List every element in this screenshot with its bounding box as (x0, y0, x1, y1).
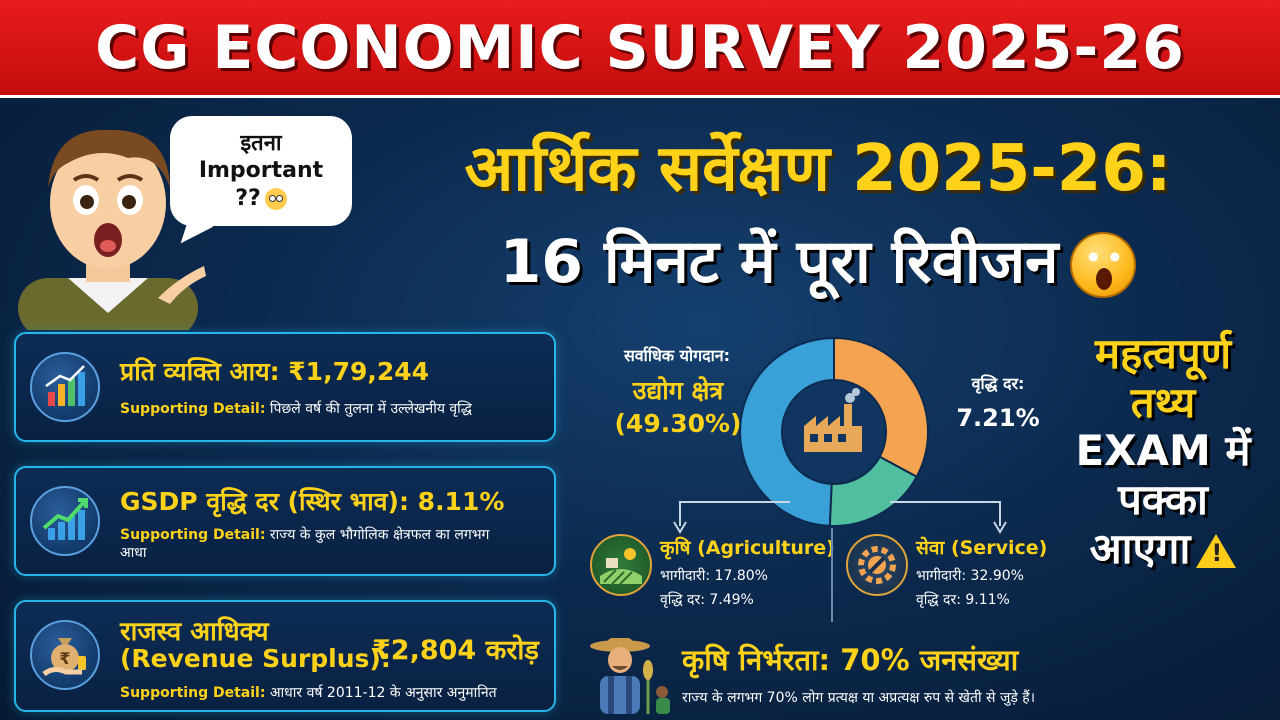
card-title-line2: (Revenue Surplus): (120, 644, 391, 673)
sector-agriculture: कृषि (Agriculture) भागीदारी: 17.80% वृद्… (590, 534, 835, 624)
farm-icon (590, 534, 652, 596)
headline-sub: 16 मिनट में पूरा रिवीजन (499, 227, 1059, 297)
connector-arrows (673, 501, 1007, 534)
callout-line-1: महत्वपूर्ण (1094, 329, 1232, 378)
donut-chart (739, 336, 929, 527)
title-banner: CG ECONOMIC SURVEY 2025-26 (0, 0, 1280, 98)
speech-line-3: ?? (235, 185, 261, 211)
card-amount: ₹2,804 करोड़ (372, 635, 539, 666)
donut-chart-container (736, 334, 932, 530)
callout-line-2: तथ्य (1130, 377, 1196, 427)
page-title: CG ECONOMIC SURVEY 2025-26 (95, 12, 1185, 83)
screaming-face-icon (1070, 232, 1137, 299)
industry-percent: (49.30%) (614, 409, 742, 438)
factory-icon (804, 388, 862, 452)
sector-share: भागीदारी: 17.80% (660, 568, 768, 584)
headline-sub-wrap: 16 मिनट में पूरा रिवीजन (408, 218, 1228, 300)
sector-share: भागीदारी: 32.90% (916, 568, 1024, 584)
flushed-face-icon (264, 187, 287, 210)
sector-service: सेवा (Service) भागीदारी: 32.90% वृद्धि द… (846, 534, 1056, 624)
growth-chart-icon (30, 486, 100, 556)
speech-line-3-wrap: ?? (235, 185, 287, 213)
sector-growth: वृद्धि दर: 7.49% (660, 592, 754, 608)
detail-label: Supporting Detail: (120, 527, 266, 543)
detail-text: राज्य के कुल भौगोलिक क्षेत्रफल का लगभग आ… (120, 527, 490, 562)
card-title: प्रति व्यक्ति आय: ₹1,79,244 (120, 357, 430, 386)
bar-chart-icon (30, 352, 100, 422)
farmer-icon (590, 638, 670, 714)
sector-title: सेवा (Service) (916, 537, 1048, 559)
donut-slice-0 (739, 336, 835, 527)
card-gsdp-growth: GSDP वृद्धि दर (स्थिर भाव): 8.11% Suppor… (14, 466, 556, 576)
svg-text:₹: ₹ (59, 649, 70, 668)
headline-main: आर्थिक सर्वेक्षण 2025-26: (464, 132, 1172, 206)
card-title-line1: राजस्व आधिक्य (120, 617, 269, 647)
dependence-detail: राज्य के लगभग 70% लोग प्रत्यक्ष या अप्रत… (682, 690, 1036, 706)
card-detail: Supporting Detail: आधार वर्ष 2011-12 के … (120, 684, 497, 702)
sector-title: कृषि (Agriculture) (660, 537, 835, 559)
detail-text: आधार वर्ष 2011-12 के अनुसार अनुमानित (269, 685, 497, 701)
warning-icon (1196, 534, 1237, 569)
speech-line-2: Important (198, 158, 324, 184)
detail-text: पिछले वर्ष की तुलना में उल्लेखनीय वृद्धि (269, 401, 472, 417)
card-detail: Supporting Detail: पिछले वर्ष की तुलना म… (120, 400, 472, 418)
dependence-title: कृषि निर्भरता: 70% जनसंख्या (682, 643, 1019, 677)
card-per-capita-income: प्रति व्यक्ति आय: ₹1,79,244 Supporting D… (14, 332, 556, 442)
chart-top-label: सर्वाधिक योगदान: (623, 346, 731, 365)
chart-growth-value: 7.21% (956, 404, 1040, 432)
callout-line-4: पक्का (1118, 475, 1208, 525)
sector-divider (831, 528, 833, 622)
chart-growth-label: वृद्धि दर: (971, 374, 1025, 393)
card-detail: Supporting Detail: राज्य के कुल भौगोलिक … (120, 526, 510, 562)
detail-label: Supporting Detail: (120, 685, 266, 701)
speech-line-1: इतना (240, 130, 282, 156)
surprised-man-illustration (18, 129, 206, 330)
detail-label: Supporting Detail: (120, 401, 266, 417)
callout-line-5-wrap: आएगा (1058, 523, 1268, 574)
gear-wrench-icon (846, 534, 908, 596)
speech-bubble: इतना Important ?? (170, 116, 352, 226)
donut-slice-1 (833, 336, 929, 479)
card-revenue-surplus: ₹ राजस्व आधिक्य (Revenue Surplus): ₹2,80… (14, 600, 556, 712)
card-title: GSDP वृद्धि दर (स्थिर भाव): 8.11% (120, 487, 505, 516)
donut-slice-2 (828, 455, 919, 527)
callout-line-5: आएगा (1089, 523, 1191, 573)
chart-industry-label: उद्योग क्षेत्र (49.30%) (600, 374, 756, 440)
money-bag-icon: ₹ (30, 620, 100, 690)
sector-growth: वृद्धि दर: 9.11% (916, 592, 1010, 608)
exam-callout: महत्वपूर्ण तथ्य EXAM में पक्का आएगा (1058, 329, 1268, 574)
callout-line-3: EXAM में (1075, 426, 1251, 476)
industry-name: उद्योग क्षेत्र (632, 376, 724, 405)
